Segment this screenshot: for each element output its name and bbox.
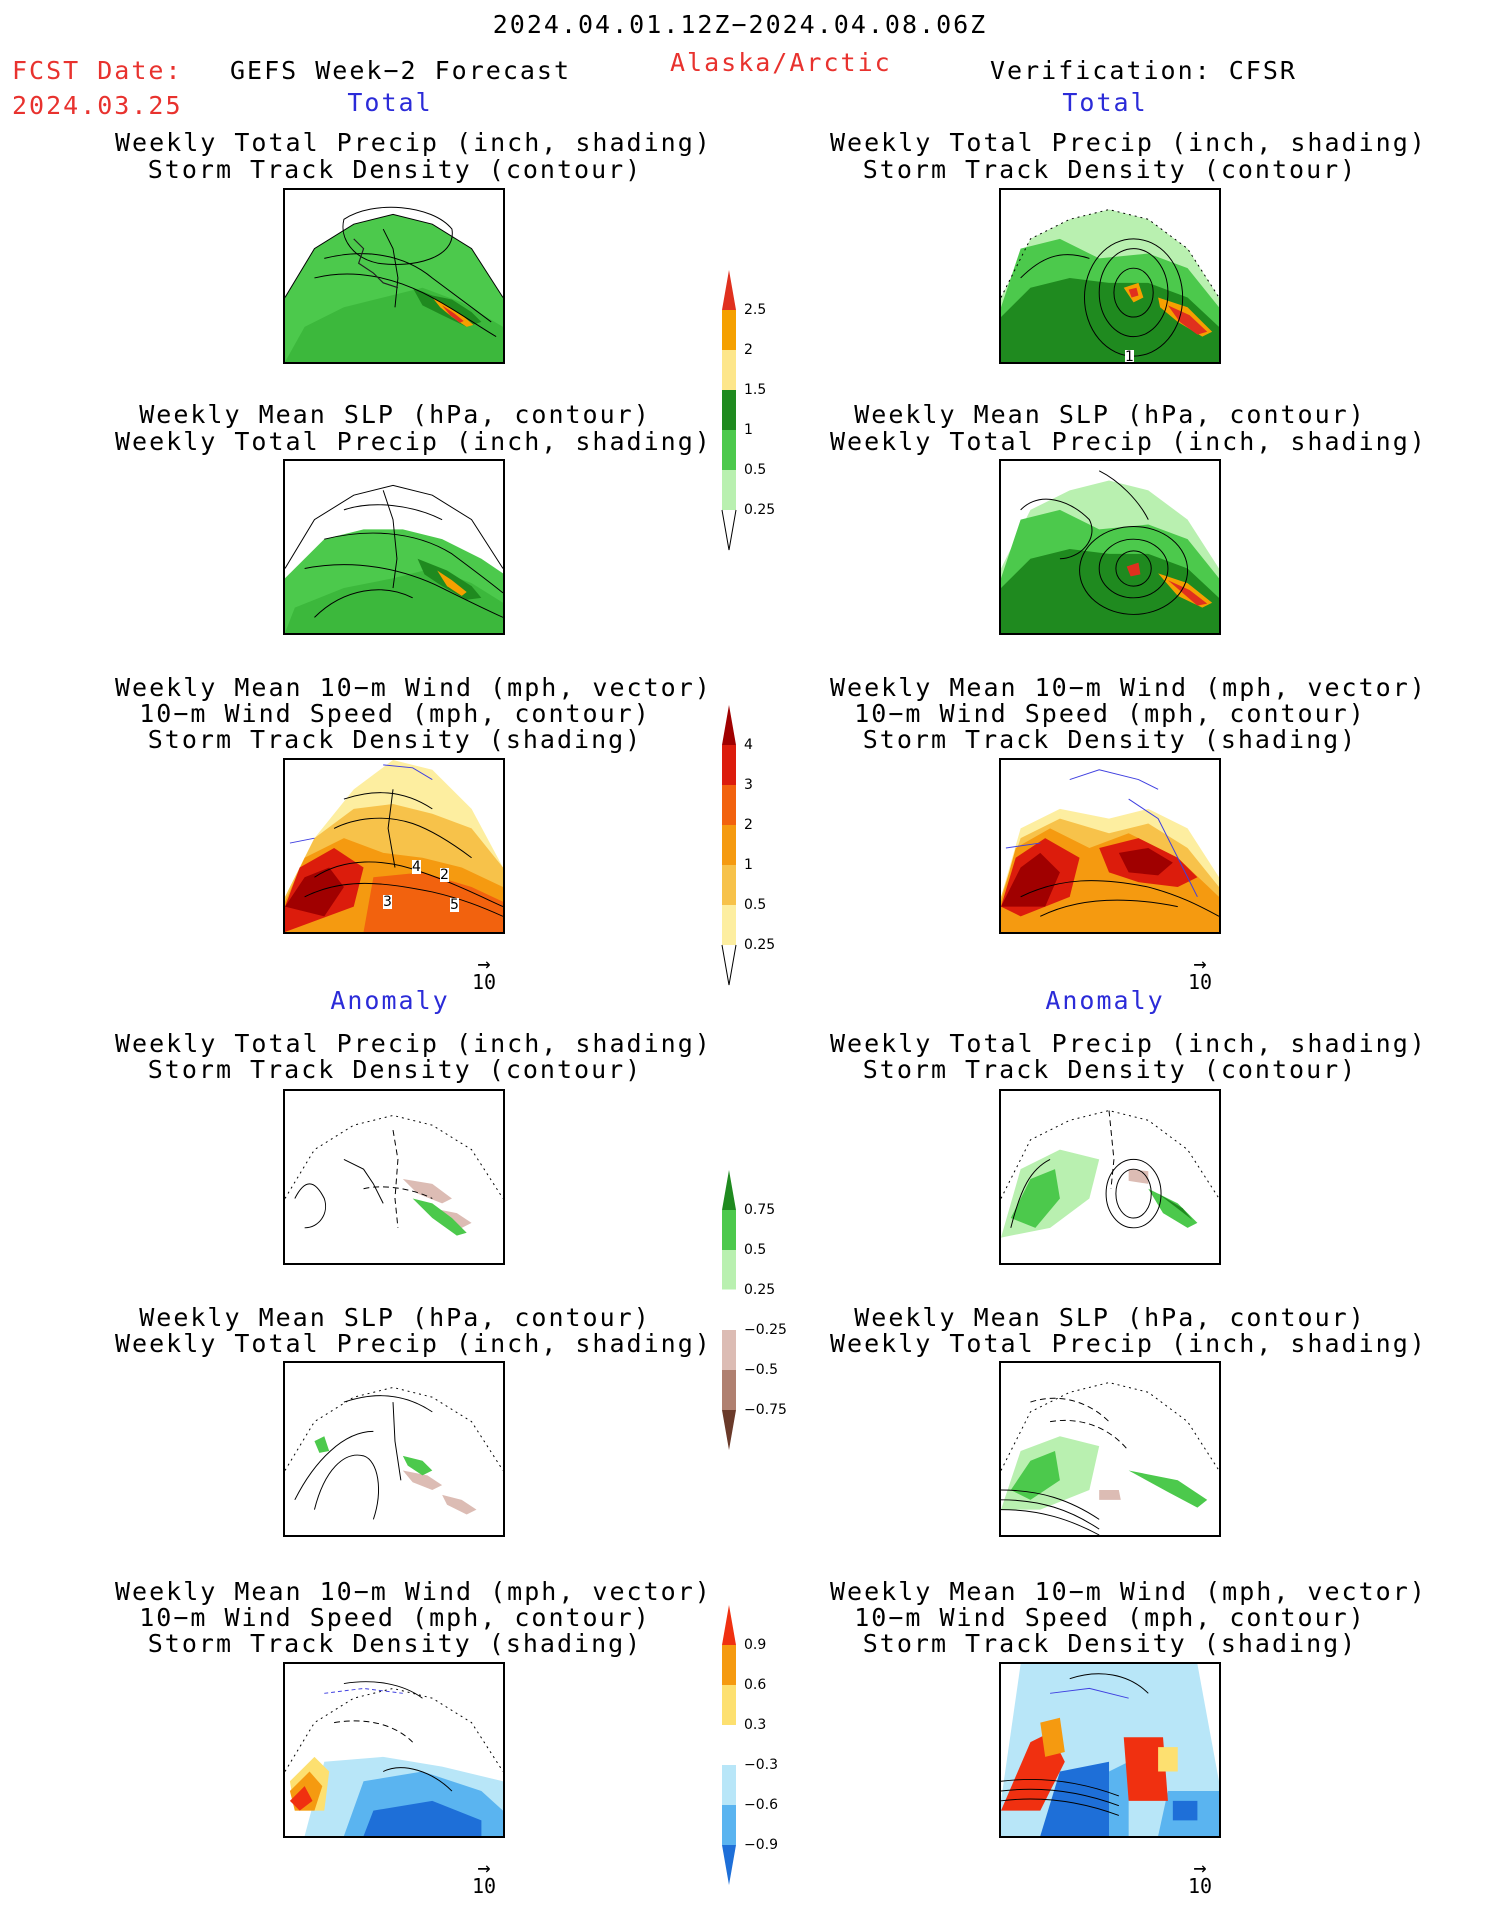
panel-title-line: Weekly Total Precip (inch, shading) [830, 128, 1427, 157]
colorbar-label: 1 [744, 422, 753, 438]
panel-title-line: Weekly Mean 10−m Wind (mph, vector) [115, 1577, 712, 1606]
section-total-right: Total [1062, 88, 1148, 117]
colorbar-track-total: 4 3 2 1 0.5 0.25 [721, 705, 792, 990]
vector-reference: → 10 [464, 952, 504, 993]
colorbar-label: −0.9 [744, 1837, 778, 1853]
colorbar-label: 0.75 [744, 1202, 776, 1218]
panel-title-line: Storm Track Density (shading) [862, 1629, 1358, 1658]
panel-title-line: Weekly Mean 10−m Wind (mph, vector) [115, 673, 712, 702]
colorbar-label: 2.5 [744, 302, 767, 318]
date-range: 2024.04.01.12Z−2024.04.08.06Z [492, 10, 988, 39]
colorbar-label: 2 [744, 817, 753, 833]
panel-title-line: Weekly Mean 10−m Wind (mph, vector) [830, 1577, 1427, 1606]
panel-title-line: Weekly Total Precip (inch, shading) [115, 128, 712, 157]
map-gefs-total-slp-precip [283, 459, 505, 635]
panel-title-line: 10−m Wind Speed (mph, contour) [139, 699, 651, 728]
colorbar-label: 1.5 [744, 382, 767, 398]
map-gefs-anom-wind-track [283, 1662, 505, 1838]
panel-title-line: Storm Track Density (shading) [147, 725, 643, 754]
map-cfsr-total-wind-track [999, 758, 1221, 934]
map-cfsr-total-precip-track: 1 [999, 188, 1221, 364]
colorbar-label: 0.9 [744, 1637, 767, 1653]
colorbar-label: −0.5 [744, 1362, 778, 1378]
arrow-right-icon: → [477, 952, 491, 977]
fcst-date-label: FCST Date: [12, 56, 183, 85]
panel-title-line: Weekly Total Precip (inch, shading) [830, 1329, 1427, 1358]
panel-title-line: Weekly Mean 10−m Wind (mph, vector) [830, 673, 1427, 702]
panel-title-line: 10−m Wind Speed (mph, contour) [139, 1603, 651, 1632]
map-gefs-anom-slp-precip [283, 1361, 505, 1537]
section-anomaly-right: Anomaly [1045, 986, 1165, 1015]
colorbar-label: −0.75 [744, 1402, 787, 1418]
map-cfsr-total-slp-precip [999, 459, 1221, 635]
panel-title-line: Weekly Total Precip (inch, shading) [830, 427, 1427, 456]
map-value-label: 1 [1125, 349, 1134, 364]
map-value-label: 5 [450, 897, 459, 913]
colorbar-track-anom: 0.9 0.6 0.3 −0.3 −0.6 −0.9 [722, 1605, 802, 1890]
colorbar-label: 3 [744, 777, 753, 793]
colorbar-label: −0.3 [744, 1757, 778, 1773]
colorbar-label: 0.3 [744, 1717, 767, 1733]
map-value-label: 2 [440, 867, 449, 883]
vector-reference: → 10 [1180, 1856, 1220, 1897]
arrow-right-icon: → [1193, 1856, 1207, 1881]
panel-title-line: Weekly Total Precip (inch, shading) [115, 1329, 712, 1358]
panel-title-line: Weekly Total Precip (inch, shading) [115, 1029, 712, 1058]
panel-title-line: Weekly Total Precip (inch, shading) [830, 1029, 1427, 1058]
panel-title-line: Weekly Mean SLP (hPa, contour) [854, 400, 1366, 429]
section-total-left: Total [347, 88, 433, 117]
panel-title-line: Storm Track Density (shading) [147, 1629, 643, 1658]
left-title: GEFS Week−2 Forecast [230, 56, 572, 85]
colorbar-label: 0.25 [744, 937, 776, 953]
panel-title-line: Weekly Mean SLP (hPa, contour) [854, 1303, 1366, 1332]
colorbar-label: 2 [744, 342, 753, 358]
colorbar-label: 0.25 [744, 502, 776, 518]
map-cfsr-anom-precip-track [999, 1089, 1221, 1265]
colorbar-label: 0.5 [744, 462, 767, 478]
colorbar-precip-total: 2.5 2 1.5 1 0.5 0.25 [721, 270, 792, 555]
panel-title-line: 10−m Wind Speed (mph, contour) [854, 1603, 1366, 1632]
right-title: Verification: CFSR [990, 56, 1297, 85]
colorbar-precip-anom: 0.75 0.5 0.25 −0.25 −0.5 −0.75 [721, 1170, 802, 1455]
colorbar-label: 0.6 [744, 1677, 767, 1693]
map-cfsr-anom-wind-track [999, 1662, 1221, 1838]
arrow-right-icon: → [477, 1856, 491, 1881]
map-cfsr-anom-slp-precip [999, 1361, 1221, 1537]
map-gefs-anom-precip-track [283, 1089, 505, 1265]
panel-title-line: Storm Track Density (contour) [147, 155, 643, 184]
colorbar-label: 1 [744, 857, 753, 873]
section-anomaly-left: Anomaly [330, 986, 450, 1015]
panel-title-line: Weekly Mean SLP (hPa, contour) [139, 400, 651, 429]
map-gefs-total-precip-track [283, 188, 505, 364]
panel-title-line: 10−m Wind Speed (mph, contour) [854, 699, 1366, 728]
panel-title-line: Storm Track Density (shading) [862, 725, 1358, 754]
colorbar-label: 4 [744, 737, 753, 753]
colorbar-label: 0.25 [744, 1282, 776, 1298]
panel-title-line: Storm Track Density (contour) [862, 1055, 1358, 1084]
colorbar-label: −0.6 [744, 1797, 778, 1813]
region-title: Alaska/Arctic [670, 48, 892, 77]
map-value-label: 3 [383, 894, 392, 910]
panel-title-line: Weekly Total Precip (inch, shading) [115, 427, 712, 456]
map-gefs-total-wind-track: 4 3 2 5 [283, 758, 505, 934]
fcst-date-value: 2024.03.25 [12, 91, 183, 120]
colorbar-label: 0.5 [744, 1242, 767, 1258]
vector-reference: → 10 [1180, 952, 1220, 993]
panel-title-line: Storm Track Density (contour) [147, 1055, 643, 1084]
vector-reference: → 10 [464, 1856, 504, 1897]
colorbar-label: −0.25 [744, 1322, 787, 1338]
panel-title-line: Weekly Mean SLP (hPa, contour) [139, 1303, 651, 1332]
arrow-right-icon: → [1193, 952, 1207, 977]
map-value-label: 4 [412, 859, 421, 875]
colorbar-label: 0.5 [744, 897, 767, 913]
panel-title-line: Storm Track Density (contour) [862, 155, 1358, 184]
